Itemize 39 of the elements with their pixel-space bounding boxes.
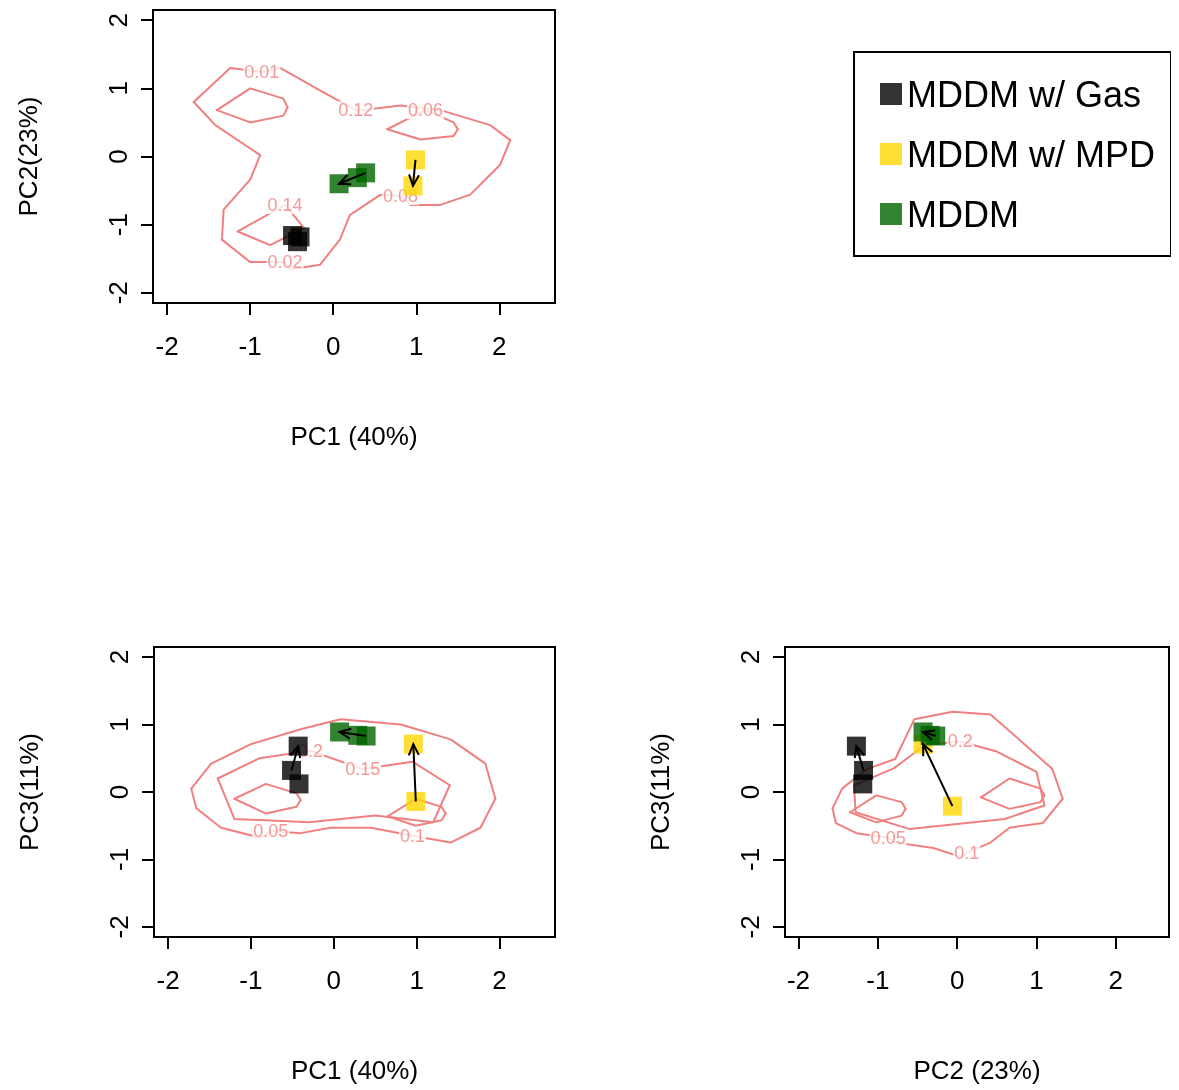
x-tick-label: -2 [155,331,179,361]
x-axis-title: PC1 (40%) [290,1055,419,1085]
y-tick-label: -2 [103,281,133,305]
x-tick-label: 0 [326,965,342,995]
y-axis-title: PC3(11%) [645,732,675,852]
y-tick-label: 0 [103,149,133,164]
x-tick-label: 1 [409,331,424,361]
y-tick-label: 0 [735,784,765,800]
x-tick-label: -1 [866,965,890,995]
y-tick-label: 1 [735,717,765,732]
y-tick-label: -2 [735,915,765,939]
y-tick-label: -2 [104,915,134,939]
x-tick-label: 0 [326,331,341,361]
legend-label: MDDM [907,193,1020,235]
x-tick-label: -1 [238,331,262,361]
y-axis-title: PC3(11%) [14,732,44,852]
x-tick-label: -1 [239,965,263,995]
x-axis-title: PC1 (40%) [290,421,418,451]
y-tick-label: -1 [104,847,134,871]
y-axis-title: PC2(23%) [13,96,43,217]
x-tick-label: 1 [1029,965,1044,995]
x-tick-label: -2 [156,965,180,995]
y-tick-label: 2 [104,649,134,665]
legend-label: MDDM w/ MPD [907,133,1156,175]
y-tick-label: 1 [104,717,134,732]
y-tick-label: 1 [103,81,133,96]
y-tick-label: 0 [104,784,134,800]
y-tick-label: -1 [735,847,765,871]
legend-label: MDDM w/ Gas [907,73,1142,115]
x-tick-label: 1 [409,965,424,995]
x-tick-label: 2 [492,331,507,361]
x-axis-title: PC2 (23%) [913,1055,1041,1085]
x-tick-label: 2 [1108,965,1124,995]
y-tick-label: 2 [103,12,133,28]
x-tick-label: 2 [492,965,507,995]
y-tick-label: 2 [735,649,765,665]
x-tick-label: -2 [786,965,811,995]
x-tick-label: 0 [949,965,965,995]
y-tick-label: -1 [103,213,133,237]
